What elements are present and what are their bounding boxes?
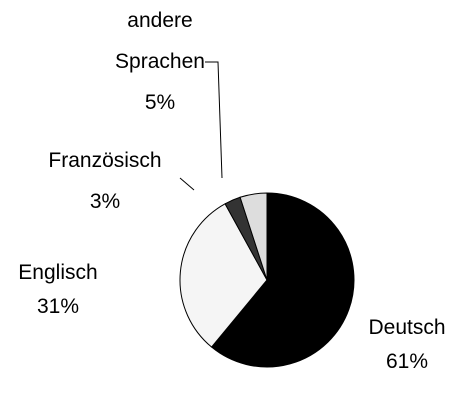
leader-line (179, 177, 195, 191)
pie-slice (210, 192, 355, 368)
value-label: 5% (144, 91, 176, 114)
value-label: 31% (36, 295, 80, 318)
value-label: 3% (89, 190, 121, 213)
leader-line (205, 61, 223, 179)
value-label: 61% (385, 350, 429, 373)
slice-label: Deutsch (368, 316, 446, 339)
pie-slice (239, 192, 268, 281)
pie-slice (179, 203, 268, 348)
slice-label: Französisch (48, 149, 162, 172)
slice-label: Englisch (18, 261, 98, 284)
slice-label: andere Sprachen (115, 9, 205, 73)
